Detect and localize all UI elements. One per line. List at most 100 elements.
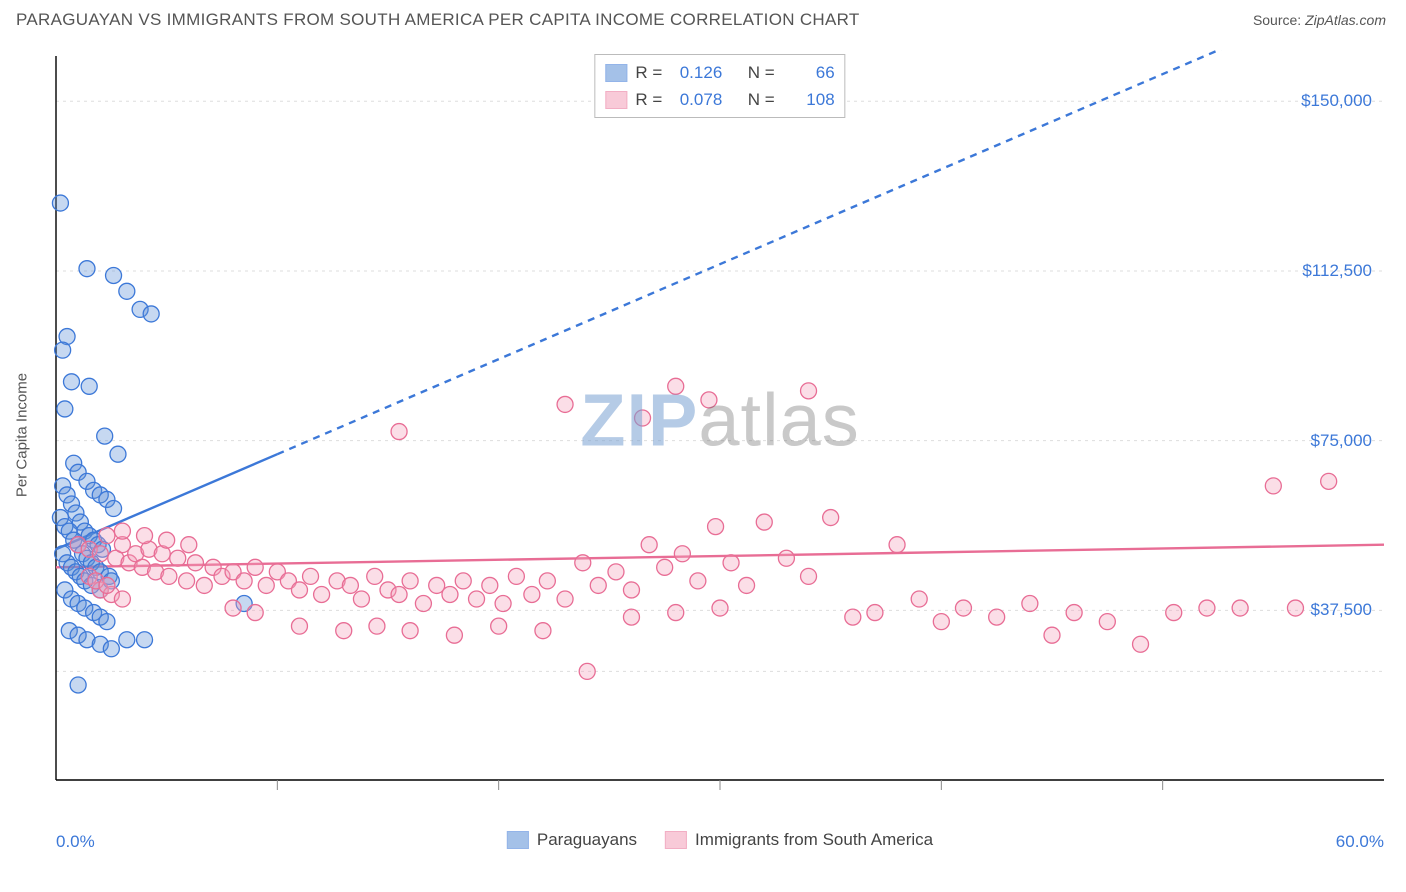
point-immigrants bbox=[99, 577, 115, 593]
y-tick-label: $75,000 bbox=[1311, 431, 1372, 451]
point-immigrants bbox=[342, 577, 358, 593]
point-immigrants bbox=[590, 577, 606, 593]
point-immigrants bbox=[446, 627, 462, 643]
point-immigrants bbox=[712, 600, 728, 616]
point-immigrants bbox=[756, 514, 772, 530]
point-paraguayans bbox=[110, 446, 126, 462]
point-immigrants bbox=[455, 573, 471, 589]
point-immigrants bbox=[708, 519, 724, 535]
point-immigrants bbox=[495, 596, 511, 612]
point-immigrants bbox=[179, 573, 195, 589]
point-immigrants bbox=[524, 586, 540, 602]
x-tick-label: 60.0% bbox=[1336, 832, 1384, 852]
point-immigrants bbox=[608, 564, 624, 580]
point-immigrants bbox=[801, 568, 817, 584]
point-paraguayans bbox=[81, 378, 97, 394]
legend-stats-box: R =0.126 N =66R =0.078 N =108 bbox=[594, 54, 845, 118]
point-immigrants bbox=[291, 582, 307, 598]
y-axis-label: Per Capita Income bbox=[14, 373, 31, 497]
point-immigrants bbox=[92, 546, 108, 562]
point-immigrants bbox=[314, 586, 330, 602]
point-immigrants bbox=[635, 410, 651, 426]
chart-area: Per Capita Income ZIPatlas R =0.126 N =6… bbox=[50, 50, 1390, 820]
r-value: 0.078 bbox=[670, 86, 722, 113]
point-immigrants bbox=[989, 609, 1005, 625]
point-immigrants bbox=[415, 596, 431, 612]
point-paraguayans bbox=[63, 374, 79, 390]
point-immigrants bbox=[258, 577, 274, 593]
point-immigrants bbox=[690, 573, 706, 589]
point-immigrants bbox=[955, 600, 971, 616]
point-immigrants bbox=[657, 559, 673, 575]
point-paraguayans bbox=[55, 342, 71, 358]
point-immigrants bbox=[291, 618, 307, 634]
point-immigrants bbox=[623, 582, 639, 598]
n-value: 66 bbox=[783, 59, 835, 86]
chart-header: PARAGUAYAN VS IMMIGRANTS FROM SOUTH AMER… bbox=[0, 0, 1406, 34]
point-immigrants bbox=[575, 555, 591, 571]
point-immigrants bbox=[867, 605, 883, 621]
point-paraguayans bbox=[99, 614, 115, 630]
point-paraguayans bbox=[106, 501, 122, 517]
point-immigrants bbox=[442, 586, 458, 602]
legend-stats-row-immigrants: R =0.078 N =108 bbox=[605, 86, 834, 113]
point-immigrants bbox=[1232, 600, 1248, 616]
point-immigrants bbox=[739, 577, 755, 593]
point-immigrants bbox=[1265, 478, 1281, 494]
point-immigrants bbox=[161, 568, 177, 584]
legend-label: Paraguayans bbox=[537, 830, 637, 850]
point-immigrants bbox=[1287, 600, 1303, 616]
point-immigrants bbox=[114, 591, 130, 607]
point-immigrants bbox=[668, 378, 684, 394]
source-name: ZipAtlas.com bbox=[1305, 12, 1386, 28]
scatter-plot bbox=[50, 50, 1390, 820]
point-immigrants bbox=[801, 383, 817, 399]
legend-stats-row-paraguayans: R =0.126 N =66 bbox=[605, 59, 834, 86]
point-immigrants bbox=[391, 424, 407, 440]
n-label: N = bbox=[748, 86, 775, 113]
legend-label: Immigrants from South America bbox=[695, 830, 933, 850]
chart-title: PARAGUAYAN VS IMMIGRANTS FROM SOUTH AMER… bbox=[16, 10, 860, 30]
point-immigrants bbox=[1099, 614, 1115, 630]
point-paraguayans bbox=[70, 677, 86, 693]
point-immigrants bbox=[353, 591, 369, 607]
point-immigrants bbox=[539, 573, 555, 589]
point-immigrants bbox=[535, 623, 551, 639]
point-immigrants bbox=[1022, 596, 1038, 612]
point-immigrants bbox=[701, 392, 717, 408]
r-value: 0.126 bbox=[670, 59, 722, 86]
point-immigrants bbox=[402, 573, 418, 589]
point-immigrants bbox=[1199, 600, 1215, 616]
point-paraguayans bbox=[137, 632, 153, 648]
point-immigrants bbox=[1166, 605, 1182, 621]
swatch-paraguayans bbox=[507, 831, 529, 849]
point-immigrants bbox=[247, 559, 263, 575]
point-immigrants bbox=[391, 586, 407, 602]
point-immigrants bbox=[303, 568, 319, 584]
point-immigrants bbox=[557, 396, 573, 412]
point-immigrants bbox=[170, 550, 186, 566]
point-immigrants bbox=[623, 609, 639, 625]
point-immigrants bbox=[911, 591, 927, 607]
point-immigrants bbox=[579, 663, 595, 679]
source-label: Source: ZipAtlas.com bbox=[1253, 12, 1386, 28]
point-immigrants bbox=[369, 618, 385, 634]
y-tick-label: $150,000 bbox=[1301, 91, 1372, 111]
point-immigrants bbox=[1044, 627, 1060, 643]
point-immigrants bbox=[641, 537, 657, 553]
point-immigrants bbox=[99, 528, 115, 544]
point-immigrants bbox=[1066, 605, 1082, 621]
point-immigrants bbox=[1133, 636, 1149, 652]
legend-item-paraguayans: Paraguayans bbox=[507, 830, 637, 850]
point-immigrants bbox=[247, 605, 263, 621]
point-paraguayans bbox=[79, 261, 95, 277]
point-immigrants bbox=[114, 523, 130, 539]
swatch-immigrants bbox=[605, 91, 627, 109]
point-immigrants bbox=[889, 537, 905, 553]
point-immigrants bbox=[674, 546, 690, 562]
point-immigrants bbox=[196, 577, 212, 593]
point-immigrants bbox=[557, 591, 573, 607]
point-paraguayans bbox=[106, 267, 122, 283]
point-immigrants bbox=[723, 555, 739, 571]
point-immigrants bbox=[236, 573, 252, 589]
